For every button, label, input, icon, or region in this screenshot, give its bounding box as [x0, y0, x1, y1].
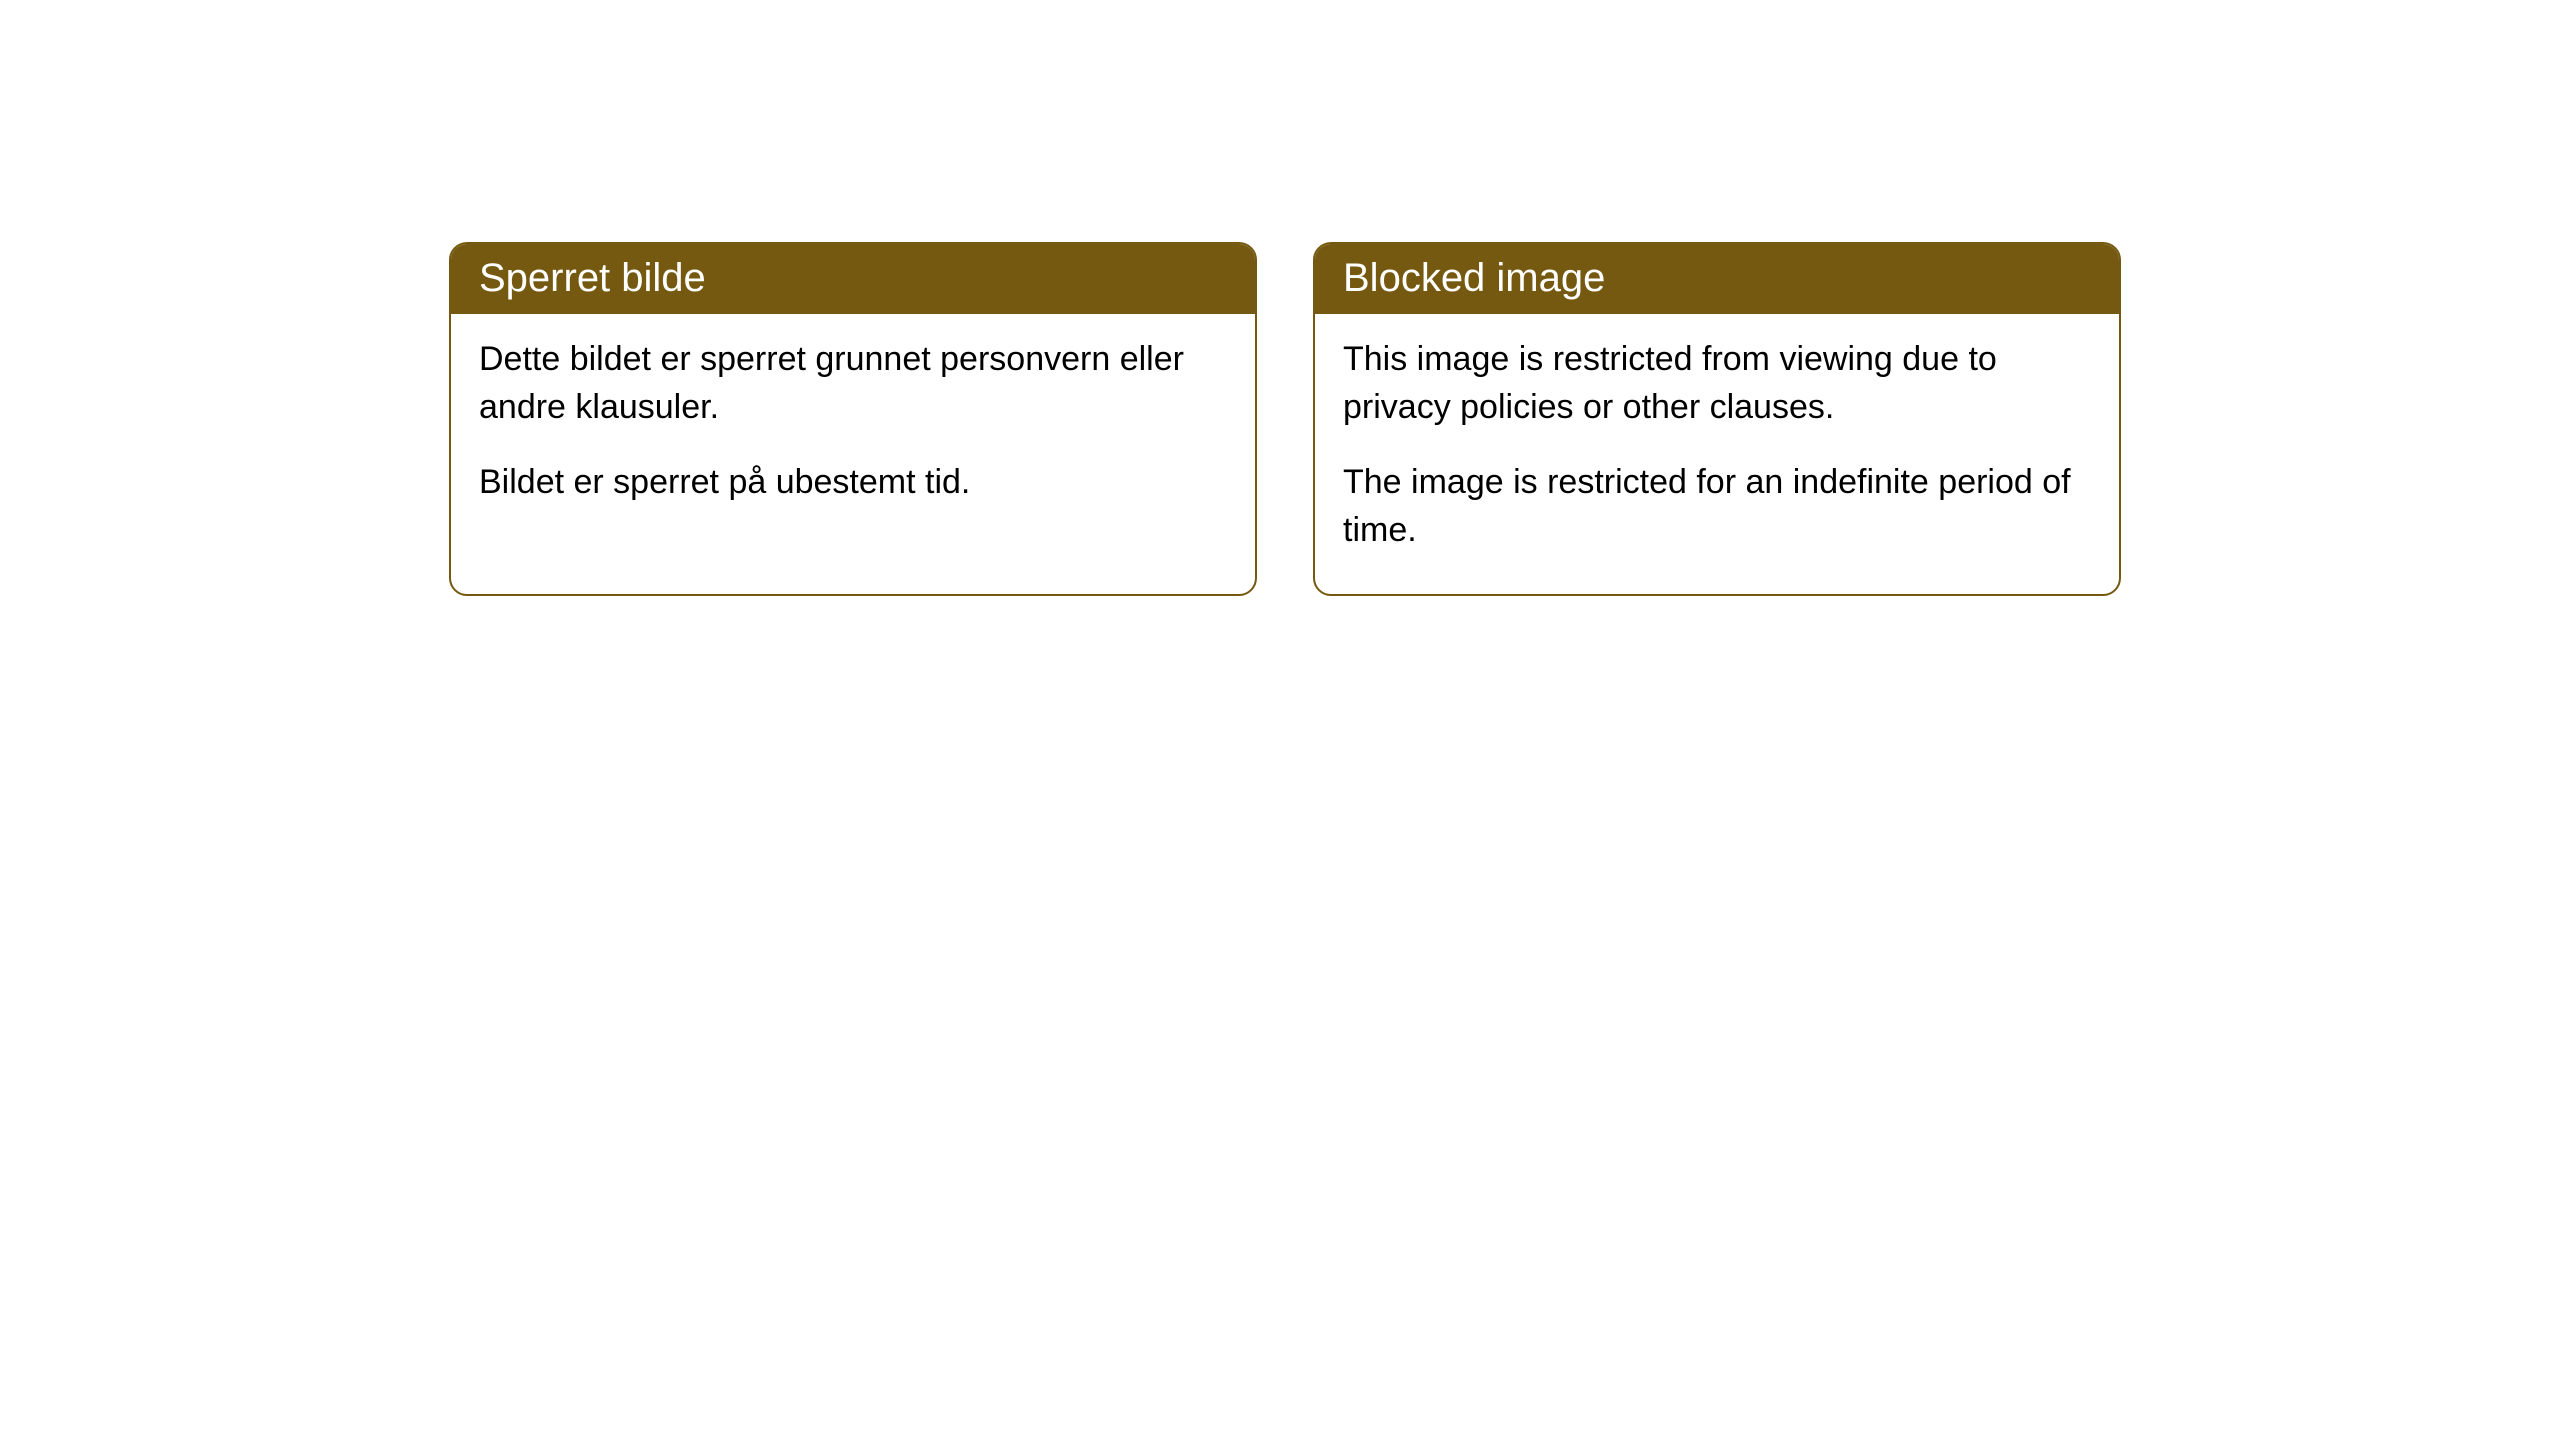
notice-cards-container: Sperret bilde Dette bildet er sperret gr…	[0, 0, 2560, 596]
card-header-english: Blocked image	[1315, 244, 2119, 314]
card-paragraph: This image is restricted from viewing du…	[1343, 336, 2091, 431]
card-body-english: This image is restricted from viewing du…	[1315, 314, 2119, 594]
card-paragraph: The image is restricted for an indefinit…	[1343, 459, 2091, 554]
card-paragraph: Dette bildet er sperret grunnet personve…	[479, 336, 1227, 431]
card-body-norwegian: Dette bildet er sperret grunnet personve…	[451, 314, 1255, 547]
card-header-norwegian: Sperret bilde	[451, 244, 1255, 314]
notice-card-norwegian: Sperret bilde Dette bildet er sperret gr…	[449, 242, 1257, 596]
notice-card-english: Blocked image This image is restricted f…	[1313, 242, 2121, 596]
card-paragraph: Bildet er sperret på ubestemt tid.	[479, 459, 1227, 507]
